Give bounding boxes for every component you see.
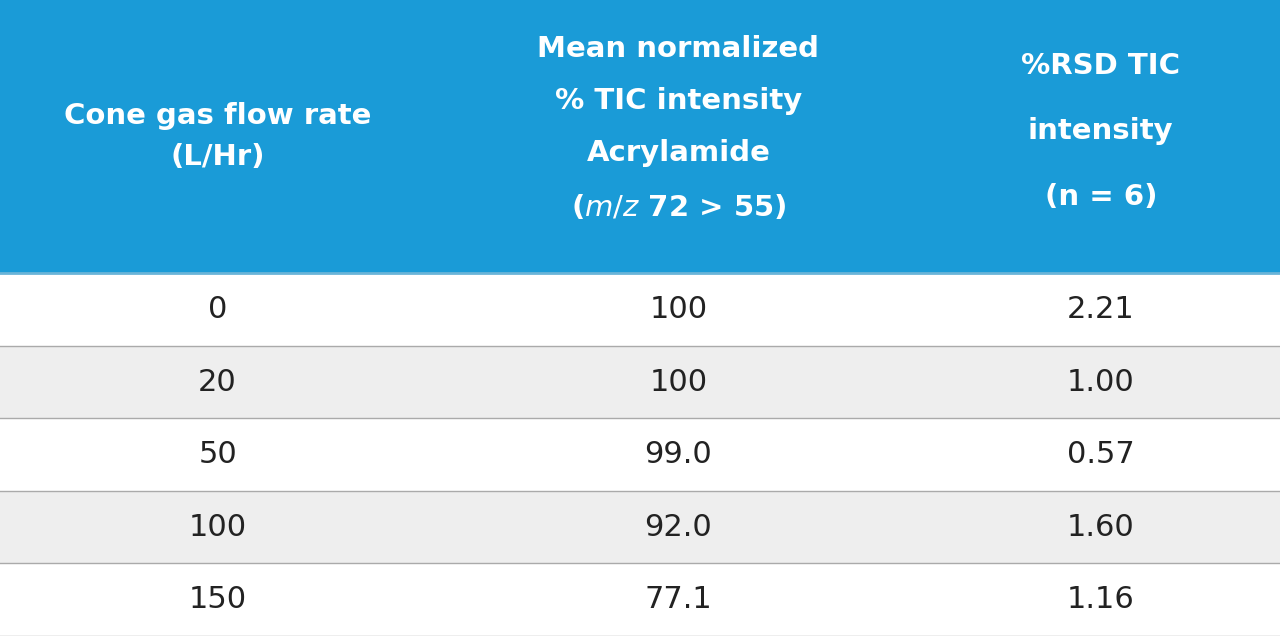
Bar (0, 0, 435, 273)
Text: 92.0: 92.0 (645, 513, 712, 542)
Text: 1.16: 1.16 (1068, 585, 1134, 614)
Text: 100: 100 (188, 513, 247, 542)
Text: 50: 50 (198, 440, 237, 469)
Text: %RSD TIC: %RSD TIC (1021, 52, 1180, 80)
Text: ($\mathit{m/z}$ 72 > 55): ($\mathit{m/z}$ 72 > 55) (571, 193, 786, 223)
Text: 150: 150 (188, 585, 247, 614)
Text: Acrylamide: Acrylamide (586, 139, 771, 167)
Text: 20: 20 (198, 368, 237, 397)
Text: 0.57: 0.57 (1068, 440, 1134, 469)
Bar (435, 0, 922, 273)
Text: Cone gas flow rate
(L/Hr): Cone gas flow rate (L/Hr) (64, 102, 371, 171)
Text: intensity: intensity (1028, 117, 1174, 145)
Text: 77.1: 77.1 (645, 585, 712, 614)
Bar (0, 491, 1280, 563)
Text: 2.21: 2.21 (1068, 295, 1134, 324)
Text: (n = 6): (n = 6) (1044, 183, 1157, 211)
Text: 0: 0 (207, 295, 228, 324)
Bar (0, 273, 1280, 346)
Bar (0, 563, 1280, 636)
Text: 100: 100 (649, 368, 708, 397)
Text: Mean normalized: Mean normalized (538, 35, 819, 63)
Text: 100: 100 (649, 295, 708, 324)
Text: 1.00: 1.00 (1068, 368, 1134, 397)
Text: % TIC intensity: % TIC intensity (554, 87, 803, 115)
Text: 99.0: 99.0 (645, 440, 712, 469)
Bar (0, 346, 1280, 418)
Bar (0, 418, 1280, 491)
Bar (922, 0, 1280, 273)
Text: 1.60: 1.60 (1068, 513, 1134, 542)
